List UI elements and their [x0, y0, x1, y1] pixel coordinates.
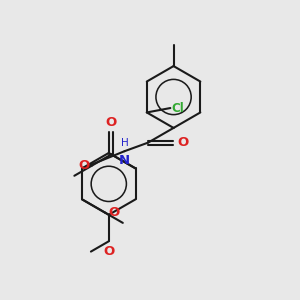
- Text: H: H: [121, 138, 128, 148]
- Text: O: O: [78, 159, 89, 172]
- Text: O: O: [103, 245, 114, 258]
- Text: O: O: [108, 206, 119, 219]
- Text: Cl: Cl: [172, 101, 184, 115]
- Text: O: O: [177, 136, 188, 149]
- Text: N: N: [119, 154, 130, 166]
- Text: O: O: [106, 116, 117, 129]
